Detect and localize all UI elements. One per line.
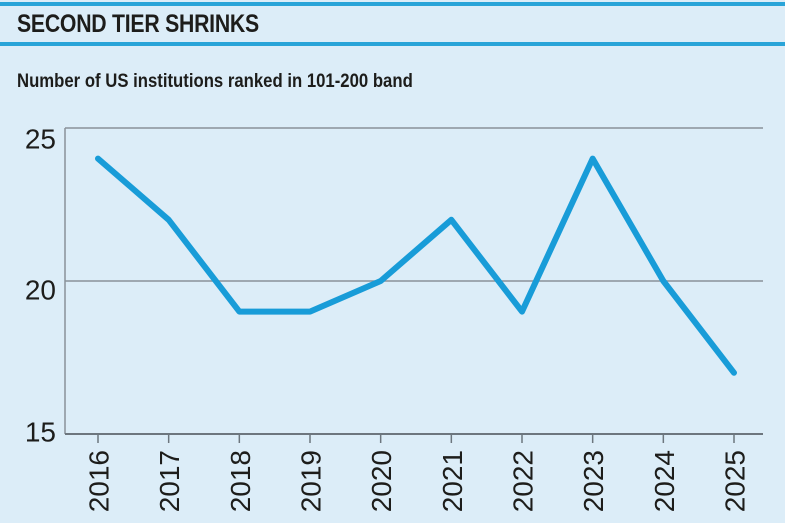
x-tick-label: 2019 xyxy=(296,450,327,512)
x-tick-label: 2022 xyxy=(508,450,539,512)
chart-subtitle: Number of US institutions ranked in 101-… xyxy=(17,71,413,92)
y-tick-label: 25 xyxy=(25,124,56,155)
x-tick-label: 2017 xyxy=(154,450,185,512)
x-tick-label: 2024 xyxy=(649,450,680,512)
x-tick-label: 2023 xyxy=(578,450,609,512)
title-underline-rule xyxy=(0,42,785,46)
x-tick-label: 2025 xyxy=(720,450,751,512)
y-tick-label: 20 xyxy=(25,275,56,306)
chart-kicker-title: SECOND TIER SHRINKS xyxy=(17,10,259,38)
x-tick-label: 2018 xyxy=(225,450,256,512)
data-line-us-institutions xyxy=(95,155,737,376)
x-tick-label: 2020 xyxy=(366,450,397,512)
y-tick-label: 15 xyxy=(25,417,56,448)
top-accent-rule xyxy=(0,2,785,6)
x-tick-label: 2021 xyxy=(437,450,468,512)
x-tick-label: 2016 xyxy=(84,450,115,512)
